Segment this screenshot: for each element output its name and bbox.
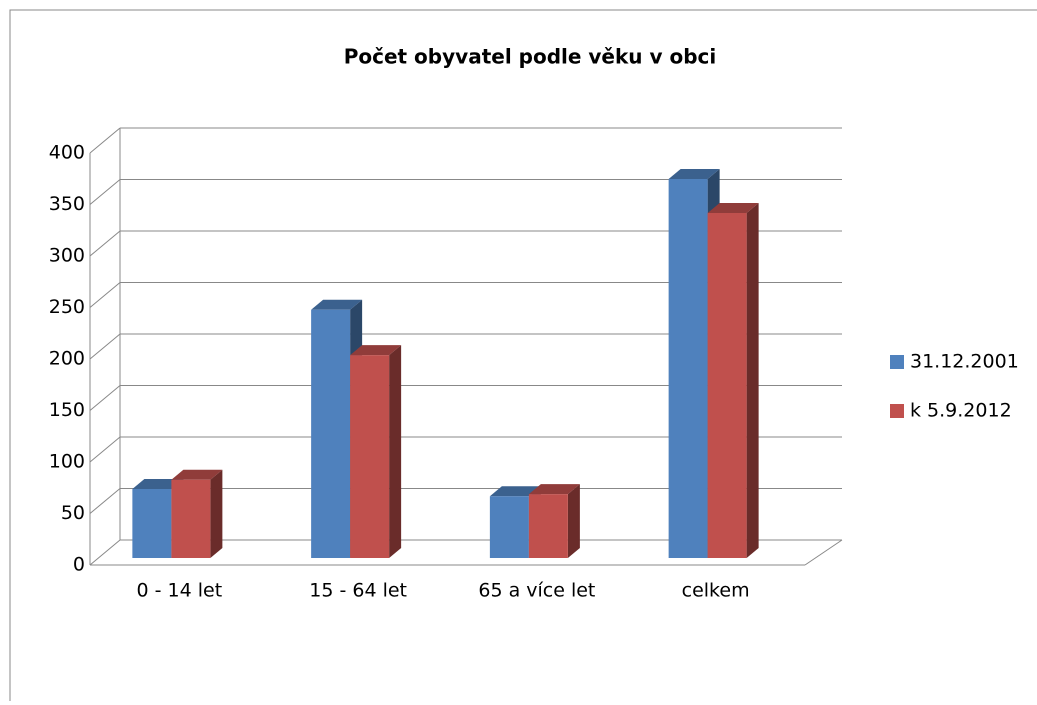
y-tick-label: 150: [49, 399, 85, 421]
grid-line: [89, 539, 121, 566]
y-tick-label: 250: [49, 296, 85, 318]
bar-top: [668, 168, 720, 179]
grid-line: [89, 230, 121, 257]
bar-side: [567, 484, 580, 558]
bar-front: [489, 496, 529, 558]
y-tick-label: 0: [73, 554, 85, 576]
y-tick-label: 400: [49, 142, 85, 164]
bar-front: [668, 178, 708, 558]
legend-swatch: [890, 355, 904, 369]
bar-front: [707, 212, 747, 558]
bar-front: [528, 494, 568, 558]
bar: [171, 469, 223, 558]
bar-top: [132, 478, 184, 489]
x-tick-label: 65 a více let: [478, 580, 595, 602]
y-tick-label: 50: [61, 502, 85, 524]
bar-front: [350, 355, 390, 558]
x-tick-label: celkem: [682, 580, 750, 602]
bar-top: [311, 299, 363, 310]
bar-top: [707, 202, 759, 213]
bar-top: [528, 484, 580, 495]
bar: [528, 484, 580, 558]
bar-front: [132, 488, 172, 558]
grid-line: [89, 488, 121, 514]
y-tick-label: 350: [49, 193, 85, 215]
y-tick-label: 300: [49, 245, 85, 267]
grid-line: [89, 282, 121, 308]
grid-line: [89, 385, 121, 411]
bar: [350, 345, 402, 558]
bar-front: [171, 479, 211, 558]
x-tick-label: 15 - 64 let: [309, 580, 407, 602]
chart-title: Počet obyvatel podle věku v obci: [344, 45, 717, 69]
grid-line: [89, 179, 121, 205]
bar-side: [210, 469, 223, 558]
legend-swatch: [890, 404, 904, 418]
bar-top: [171, 469, 223, 480]
legend-label: 31.12.2001: [910, 351, 1019, 373]
x-tick-label: 0 - 14 let: [137, 580, 223, 602]
grid-line: [89, 436, 121, 463]
bar-top: [489, 486, 541, 497]
y-tick-label: 100: [49, 451, 85, 473]
grid-line: [89, 333, 121, 360]
chart-border: [9, 9, 1037, 705]
grid-line: [89, 127, 121, 154]
bar-side: [746, 202, 759, 558]
legend-label: k 5.9.2012: [910, 400, 1012, 422]
floor: [804, 539, 843, 566]
bar-top: [350, 345, 402, 356]
bar: [707, 202, 759, 558]
bar-front: [311, 309, 351, 558]
y-tick-label: 200: [49, 348, 85, 370]
bar-side: [389, 345, 402, 558]
